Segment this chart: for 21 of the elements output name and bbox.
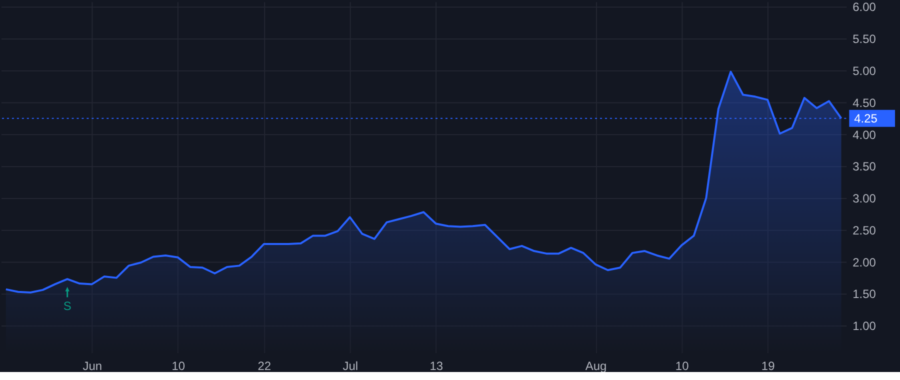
x-tick-label: 10 [675, 358, 690, 373]
x-tick-label: 19 [761, 358, 776, 373]
y-tick-label: 4.00 [852, 128, 876, 142]
y-tick-label: 5.00 [852, 64, 876, 78]
y-tick-label: 5.50 [852, 32, 876, 46]
y-tick-label: 1.00 [852, 319, 876, 334]
x-tick-label: 10 [172, 358, 186, 373]
x-tick-label: 22 [258, 358, 272, 373]
y-tick-label: 1.50 [852, 287, 876, 302]
x-tick-label: Jun [82, 358, 102, 373]
x-tick-label: Jul [342, 358, 358, 373]
annotation: S [63, 298, 72, 313]
y-tick-label: 2.50 [852, 223, 876, 238]
x-tick-label: 13 [430, 358, 444, 373]
y-tick-label: 4.50 [852, 96, 876, 110]
y-tick-label: 2.00 [852, 255, 876, 270]
y-tick-label: 6.00 [852, 0, 876, 14]
ref-line-label: 4.25 [854, 111, 878, 126]
y-tick-label: 3.00 [852, 192, 876, 206]
x-tick-label: Aug [585, 358, 607, 373]
y-tick-label: 3.50 [852, 160, 876, 174]
